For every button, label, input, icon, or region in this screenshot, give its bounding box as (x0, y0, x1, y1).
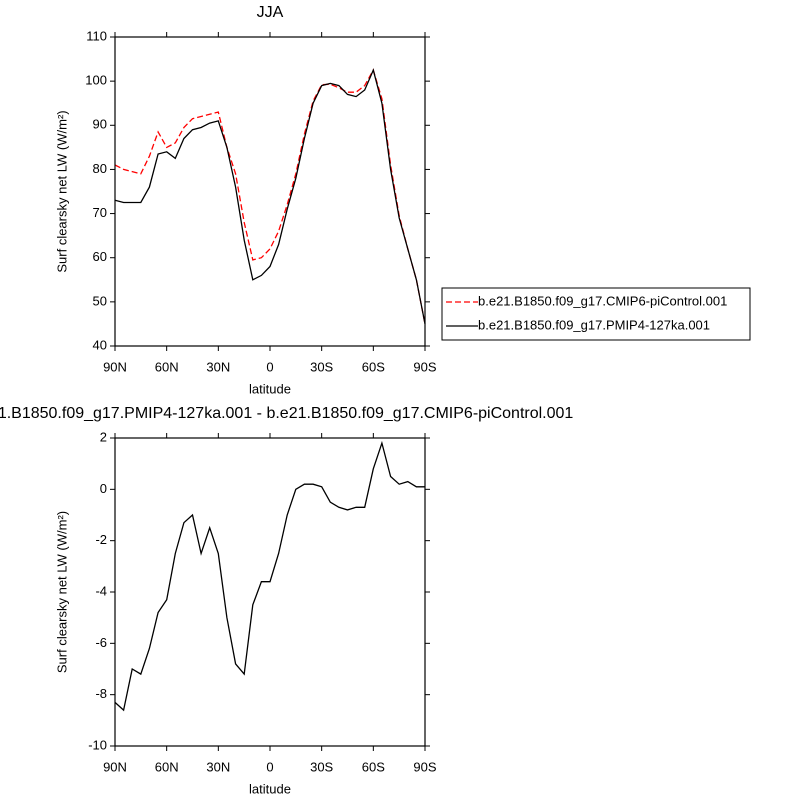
y-tick-label: 2 (100, 429, 107, 444)
plot-frame (114, 36, 426, 347)
data-line (114, 68, 426, 325)
x-tick-label: 30S (310, 759, 333, 774)
x-tick-label: 30N (206, 759, 230, 774)
y-tick-label: -10 (88, 737, 107, 752)
chart-title: b.e21.B1850.f09_g17.PMIP4-127ka.001 - b.… (0, 405, 573, 422)
x-tick-label: 60N (155, 759, 179, 774)
x-tick-label: 90S (413, 759, 436, 774)
x-tick-label: 90S (413, 359, 436, 374)
y-tick-label: -6 (95, 635, 107, 650)
y-axis-label: Surf clearsky net LW (W/m²) (54, 110, 69, 272)
y-tick-label: 90 (93, 117, 107, 132)
y-tick-label: 60 (93, 249, 107, 264)
x-axis-label: latitude (249, 781, 291, 796)
y-tick-label: 110 (86, 28, 107, 43)
data-line (114, 68, 426, 325)
x-axis-label: latitude (249, 381, 291, 396)
y-tick-label: 100 (85, 73, 107, 88)
x-tick-label: 60S (362, 359, 385, 374)
x-tick-label: 60N (155, 359, 179, 374)
y-tick-label: 70 (93, 205, 107, 220)
x-tick-label: 60S (362, 759, 385, 774)
y-tick-label: -8 (95, 686, 107, 701)
x-tick-label: 90N (103, 759, 127, 774)
x-tick-label: 0 (266, 759, 273, 774)
y-tick-label: -4 (95, 583, 107, 598)
data-line (114, 440, 425, 712)
legend-box (441, 287, 751, 341)
plot-frame (114, 437, 426, 747)
x-tick-label: 30N (206, 359, 230, 374)
x-tick-label: 30S (310, 359, 333, 374)
chart-title: JJA (257, 4, 284, 21)
y-axis-label: Surf clearsky net LW (W/m²) (54, 511, 69, 673)
legend-label: b.e21.B1850.f09_g17.PMIP4-127ka.001 (478, 317, 710, 332)
y-tick-label: -2 (95, 532, 107, 547)
x-tick-label: 90N (103, 359, 127, 374)
y-tick-label: 0 (100, 481, 107, 496)
x-tick-label: 0 (266, 359, 273, 374)
y-tick-label: 50 (93, 293, 107, 308)
y-tick-label: 40 (93, 337, 107, 352)
legend-label: b.e21.B1850.f09_g17.CMIP6-piControl.001 (478, 293, 727, 308)
y-tick-label: 80 (93, 161, 107, 176)
